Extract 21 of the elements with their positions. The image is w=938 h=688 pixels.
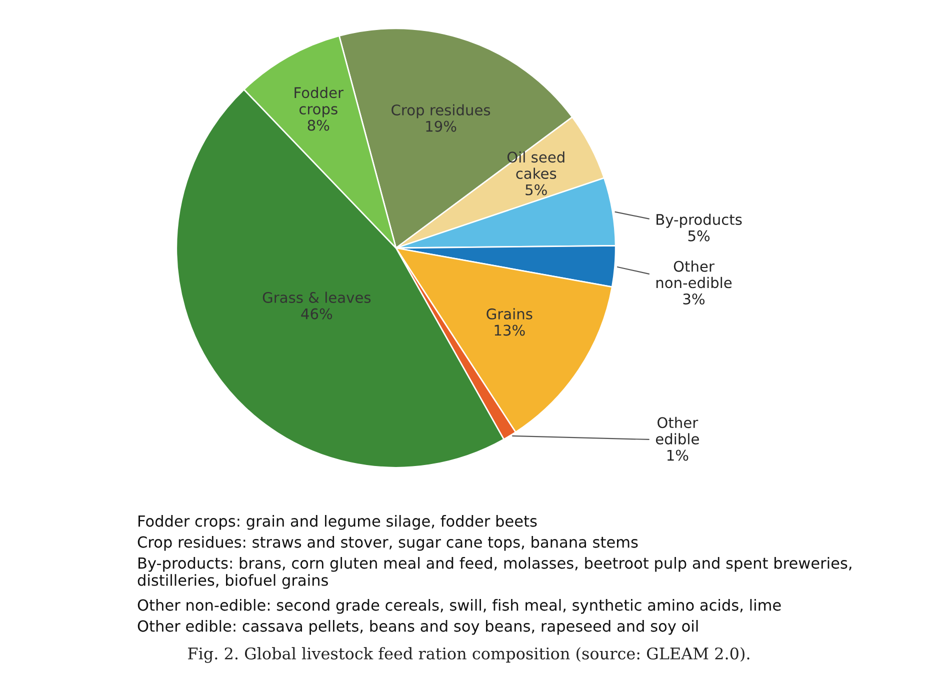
data-label: 8%	[308, 120, 330, 131]
data-label: 3%	[683, 293, 705, 305]
data-label: 46%	[301, 308, 332, 320]
slice-label: Grass & leaves	[262, 292, 371, 303]
data-label: 13%	[494, 324, 525, 336]
caption: Fig. 2. Global livestock feed ration composition (source: GLEAM 2.0).	[188, 647, 750, 663]
text: Other edible: cassava pellets, beans and soy beans, rapeseed and soy oil	[138, 620, 698, 635]
data-label: 19%	[426, 120, 456, 132]
slice-label: Other edible	[656, 416, 699, 444]
data-label: 5%	[526, 184, 547, 196]
text: By-products: brans, corn gluten meal and feed, molasses, beetroot pulp and spent breweries, distilleries, biofuel grains	[138, 557, 852, 589]
text: Fodder crops: grain and legume silage, fodder beets	[138, 515, 537, 530]
data-label: 1%	[667, 450, 688, 461]
data-label: 5%	[688, 230, 710, 242]
slice-label: By-products	[656, 214, 742, 228]
slice-label: Crop residues	[392, 104, 490, 118]
text: Crop residues: straws and stover, sugar cane tops, banana stems	[138, 536, 638, 551]
slice-label: Grains	[486, 308, 532, 320]
slice-label: Other non-edible	[656, 260, 732, 288]
text: Other non-edible: second grade cereals, swill, fish meal, synthetic amino acids, lime	[138, 599, 781, 614]
slice-label: Fodder crops	[294, 86, 344, 118]
